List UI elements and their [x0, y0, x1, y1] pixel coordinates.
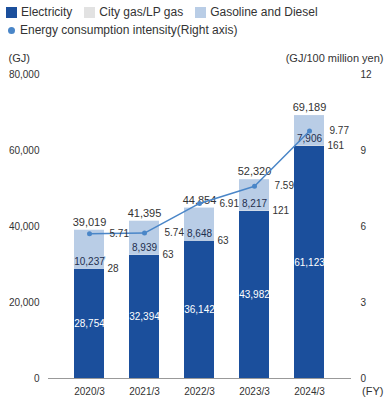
svg-text:2020/3: 2020/3 — [74, 386, 105, 397]
svg-text:5.74: 5.74 — [165, 227, 185, 238]
svg-text:10,237: 10,237 — [74, 256, 105, 267]
html-text:Energy consumption intensity(R: Energy consumption intensity(Right axis) — [20, 23, 238, 37]
svg-text:(GJ/100 million yen): (GJ/100 million yen) — [286, 52, 384, 64]
svg-text:28: 28 — [108, 263, 120, 274]
svg-text:39,019: 39,019 — [73, 216, 107, 228]
svg-text:61,123: 61,123 — [294, 257, 325, 268]
svg-text:69,189: 69,189 — [293, 101, 327, 113]
svg-text:28,754: 28,754 — [74, 318, 105, 329]
svg-text:2021/3: 2021/3 — [129, 386, 160, 397]
html-text:City gas/LP gas: City gas/LP gas — [99, 5, 184, 19]
svg-text:44,854: 44,854 — [182, 193, 217, 206]
svg-text:0: 0 — [361, 373, 367, 384]
svg-text:7,906: 7,906 — [297, 133, 322, 144]
svg-text:20,000: 20,000 — [9, 297, 40, 308]
svg-text:7.59: 7.59 — [275, 180, 295, 191]
svg-text:9: 9 — [361, 145, 367, 156]
svg-text:63: 63 — [218, 235, 230, 246]
svg-text:0: 0 — [34, 373, 40, 384]
svg-text:8,648: 8,648 — [187, 228, 212, 239]
svg-text:6.91: 6.91 — [220, 198, 240, 209]
svg-text:63: 63 — [163, 249, 175, 260]
svg-text:9.77: 9.77 — [330, 125, 350, 136]
svg-text:3: 3 — [361, 297, 367, 308]
svg-text:161: 161 — [328, 140, 345, 151]
svg-text:(FY): (FY) — [362, 385, 383, 397]
svg-text:60,000: 60,000 — [9, 145, 40, 156]
svg-text:32,394: 32,394 — [129, 311, 160, 322]
html-text:Gasoline and Diesel: Gasoline and Diesel — [210, 5, 318, 19]
svg-text:8,939: 8,939 — [132, 242, 157, 253]
svg-text:8,217: 8,217 — [242, 198, 267, 209]
svg-text:52,320: 52,320 — [237, 165, 272, 178]
svg-text:6: 6 — [361, 221, 367, 232]
svg-text:(GJ): (GJ) — [9, 52, 30, 64]
svg-text:5.71: 5.71 — [110, 228, 130, 239]
svg-text:80,000: 80,000 — [9, 69, 40, 80]
html-text:Electricity: Electricity — [21, 5, 73, 19]
svg-text:36,142: 36,142 — [184, 304, 215, 315]
svg-text:2024/3: 2024/3 — [294, 386, 325, 397]
svg-text:12: 12 — [361, 69, 373, 80]
svg-text:43,982: 43,982 — [239, 289, 270, 300]
svg-text:2023/3: 2023/3 — [239, 386, 270, 397]
svg-text:40,000: 40,000 — [9, 221, 40, 232]
svg-text:2022/3: 2022/3 — [184, 386, 215, 397]
svg-text:41,395: 41,395 — [128, 207, 162, 219]
svg-text:121: 121 — [273, 205, 290, 216]
